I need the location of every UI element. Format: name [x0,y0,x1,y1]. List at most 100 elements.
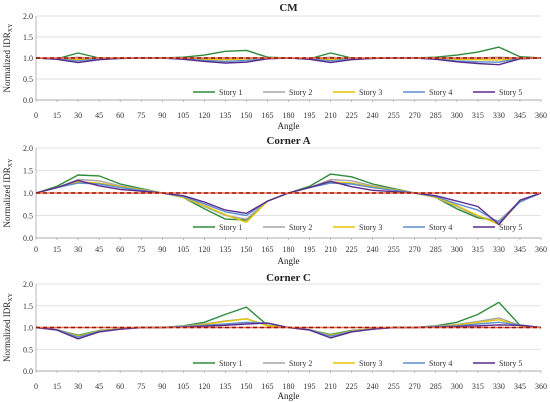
x-tick-label: 105 [177,111,189,120]
x-tick-label: 135 [219,245,231,254]
y-axis-label: Normalized IDRXY [2,23,14,93]
x-tick-label: 0 [34,245,38,254]
x-tick-label: 60 [116,382,124,391]
legend-label: Story 3 [359,223,382,232]
x-tick-label: 345 [514,245,526,254]
legend: Story 1 Story 2 Story 3 Story 4 Story 5 [193,88,522,97]
x-axis-label: Angle [278,121,300,131]
legend-label: Story 5 [499,88,522,97]
y-axis-label: Normalized IDRXY [2,158,14,228]
series-line-1 [35,46,542,60]
x-tick-label: 90 [158,111,166,120]
x-tick-label: 195 [304,382,316,391]
y-tick-label: 0.0 [23,367,33,376]
legend: Story 1 Story 2 Story 3 Story 4 Story 5 [193,223,522,232]
x-tick-label: 75 [137,382,145,391]
x-tick-label: 225 [346,111,358,120]
y-tick-label: 2.0 [23,144,33,153]
x-tick-label: 105 [177,245,189,254]
x-tick-label: 315 [472,382,484,391]
y-tick-label: 1.5 [23,33,33,42]
x-tick-label: 300 [451,382,463,391]
x-tick-label: 255 [388,245,400,254]
x-tick-label: 285 [430,111,442,120]
y-tick-label: 1.5 [23,167,33,176]
legend-label: Story 2 [289,223,312,232]
x-tick-label: 240 [367,382,379,391]
y-axis-label-main: Normalized IDR [2,167,12,227]
x-tick-label: 150 [240,245,252,254]
y-tick-label: 0.0 [23,96,33,105]
chart-title: Corner A [266,135,310,147]
x-tick-label: 120 [198,382,210,391]
legend-label: Story 5 [499,223,522,232]
x-axis-label: Angle [278,256,300,266]
x-tick-label: 225 [346,245,358,254]
x-tick-label: 330 [493,382,505,391]
chart-title: CM [279,2,298,14]
y-tick-label: 0.5 [23,345,33,354]
x-tick-label: 75 [137,111,145,120]
x-tick-label: 165 [261,382,273,391]
x-tick-label: 105 [177,382,189,391]
x-tick-label: 15 [53,111,61,120]
x-tick-label: 345 [514,382,526,391]
x-tick-label: 270 [409,245,421,254]
series-line-1 [35,173,542,222]
legend-label: Story 3 [359,88,382,97]
x-tick-label: 360 [535,245,547,254]
x-tick-label: 210 [325,111,337,120]
x-tick-label: 90 [158,382,166,391]
x-tick-label: 195 [304,111,316,120]
chart-panel-3: Corner C 0.0 0.5 1.0 1.5 2.0 0 15 30 45 60 75 90 105 1… [2,272,547,401]
legend-label: Story 4 [429,88,452,97]
legend-label: Story 1 [219,359,242,368]
legend-label: Story 1 [219,223,242,232]
y-tick-label: 1.0 [23,324,33,333]
legend-label: Story 2 [289,359,312,368]
legend-label: Story 1 [219,88,242,97]
x-tick-label: 315 [472,111,484,120]
x-tick-label: 180 [283,382,295,391]
y-axis-label-main: Normalized IDR [2,32,12,92]
x-tick-label: 315 [472,245,484,254]
x-tick-label: 330 [493,111,505,120]
x-tick-label: 360 [535,111,547,120]
x-tick-label: 270 [409,111,421,120]
chart-panel-2: Corner A 0.0 0.5 1.0 1.5 2.0 0 15 30 45 60 75 90 105 1… [2,135,547,266]
x-tick-label: 15 [53,245,61,254]
x-tick-label: 135 [219,111,231,120]
x-tick-label: 150 [240,111,252,120]
x-tick-label: 240 [367,245,379,254]
y-axis-label-subscript: XY [8,292,14,301]
x-tick-label: 180 [283,111,295,120]
y-axis-label: Normalized IDRXY [2,292,14,362]
legend-label: Story 4 [429,223,452,232]
x-tick-label: 180 [283,245,295,254]
x-tick-label: 15 [53,382,61,391]
chart-title: Corner C [266,272,311,284]
y-tick-label: 2.0 [23,12,33,21]
legend: Story 1 Story 2 Story 3 Story 4 Story 5 [193,359,522,368]
x-tick-label: 345 [514,111,526,120]
legend-label: Story 3 [359,359,382,368]
x-tick-label: 30 [74,382,82,391]
x-tick-label: 165 [261,111,273,120]
x-tick-label: 255 [388,111,400,120]
x-tick-label: 60 [116,245,124,254]
x-tick-label: 210 [325,245,337,254]
x-tick-label: 30 [74,245,82,254]
x-tick-label: 330 [493,245,505,254]
x-tick-label: 75 [137,245,145,254]
x-tick-label: 300 [451,245,463,254]
y-tick-label: 0.5 [23,75,33,84]
y-axis-label-subscript: XY [8,23,14,32]
x-tick-label: 300 [451,111,463,120]
legend-label: Story 2 [289,88,312,97]
x-axis-label: Angle [278,391,300,401]
y-tick-label: 0.5 [23,212,33,221]
x-tick-label: 0 [34,382,38,391]
legend-label: Story 4 [429,359,452,368]
x-tick-label: 30 [74,111,82,120]
x-tick-label: 165 [261,245,273,254]
